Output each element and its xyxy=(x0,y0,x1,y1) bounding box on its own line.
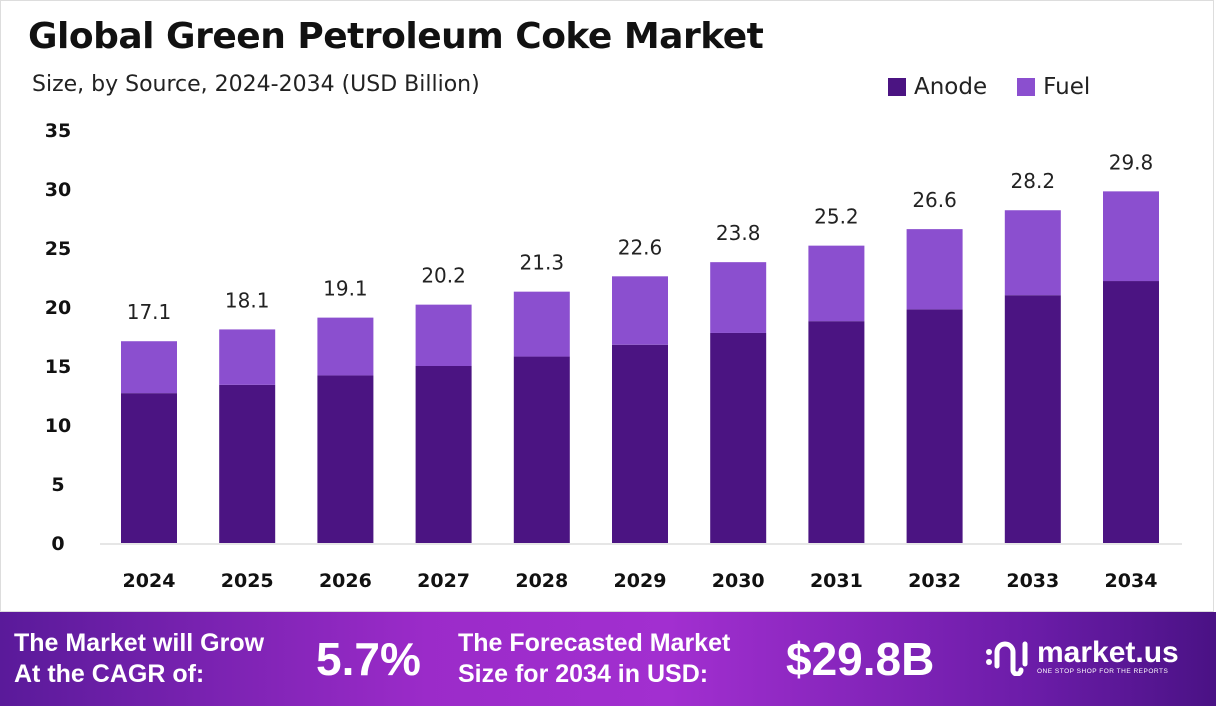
bar-fuel xyxy=(1103,191,1159,282)
bar-anode xyxy=(1103,281,1159,543)
bar-anode xyxy=(415,366,472,543)
forecast-label-line: The Forecasted Market xyxy=(458,629,731,657)
data-label: 28.2 xyxy=(1011,169,1056,193)
legend-swatch-anode xyxy=(888,78,906,96)
bar-fuel xyxy=(710,262,767,333)
data-label: 17.1 xyxy=(127,300,172,324)
bar-fuel xyxy=(121,341,177,394)
bar-anode xyxy=(121,393,177,543)
data-label: 19.1 xyxy=(323,277,368,301)
y-tick-label: 15 xyxy=(45,356,71,378)
bar-anode xyxy=(710,332,767,543)
y-tick-label: 5 xyxy=(51,474,64,496)
y-tick-label: 35 xyxy=(45,120,71,142)
bar-anode xyxy=(1004,295,1061,543)
forecast-label-line: Size for 2034 in USD: xyxy=(458,660,709,688)
x-tick-label: 2025 xyxy=(221,570,274,592)
bar-anode xyxy=(513,356,570,543)
legend-swatch-fuel xyxy=(1017,78,1036,96)
legend-label: Fuel xyxy=(1043,74,1091,100)
cagr-label-line: At the CAGR of: xyxy=(14,660,205,688)
x-tick-label: 2033 xyxy=(1006,570,1059,592)
bar-anode xyxy=(808,321,865,543)
legend-item-anode: Anode xyxy=(888,74,987,100)
chart-subtitle: Size, by Source, 2024-2034 (USD Billion) xyxy=(32,72,480,97)
legend-item-fuel: Fuel xyxy=(1017,74,1090,100)
chart-frame xyxy=(0,0,1214,612)
y-tick-label: 30 xyxy=(45,179,71,201)
forecast-value: $29.8B xyxy=(786,633,935,685)
bar-anode xyxy=(612,344,668,543)
x-tick-label: 2030 xyxy=(712,570,765,592)
y-tick-label: 0 xyxy=(51,533,64,555)
data-label: 22.6 xyxy=(618,235,663,259)
legend: Anode Fuel xyxy=(888,74,1090,100)
bar-fuel xyxy=(1004,210,1061,296)
x-tick-label: 2032 xyxy=(908,570,961,592)
chart-title: Global Green Petroleum Coke Market xyxy=(28,16,764,57)
bar-fuel xyxy=(219,329,276,385)
cagr-label-line: The Market will Grow xyxy=(14,629,265,657)
forecast-label: The Forecasted Market Size for 2034 in US… xyxy=(458,628,730,690)
bar-fuel xyxy=(415,304,472,366)
data-label: 25.2 xyxy=(814,205,859,229)
bar-fuel xyxy=(513,291,570,357)
x-tick-label: 2024 xyxy=(123,570,176,592)
data-label: 20.2 xyxy=(421,264,466,288)
y-tick-label: 10 xyxy=(45,415,71,437)
data-label: 18.1 xyxy=(225,288,270,312)
bar-fuel xyxy=(808,245,865,322)
bar-chart: 0510152025303517.1202418.1202519.1202620… xyxy=(45,120,1182,592)
logo: market.us ONE STOP SHOP FOR THE REPORTS xyxy=(985,636,1179,676)
legend-label: Anode xyxy=(914,74,988,100)
x-tick-label: 2028 xyxy=(515,570,568,592)
x-tick-label: 2031 xyxy=(810,570,863,592)
bar-fuel xyxy=(612,276,668,345)
x-tick-label: 2026 xyxy=(319,570,372,592)
x-tick-label: 2027 xyxy=(417,570,470,592)
x-tick-label: 2029 xyxy=(614,570,667,592)
bar-anode xyxy=(906,309,963,543)
data-label: 23.8 xyxy=(716,221,761,245)
bar-anode xyxy=(219,384,276,543)
logo-tagline: ONE STOP SHOP FOR THE REPORTS xyxy=(1037,667,1169,675)
logo-text: market.us xyxy=(1037,635,1179,669)
y-tick-label: 20 xyxy=(45,297,71,319)
data-label: 26.6 xyxy=(912,188,957,212)
bar-fuel xyxy=(317,317,374,376)
logo-icon xyxy=(986,641,1028,676)
bar-anode xyxy=(317,375,374,543)
cagr-label: The Market will Grow At the CAGR of: xyxy=(14,628,264,690)
footer-banner: The Market will Grow At the CAGR of: 5.7%… xyxy=(0,612,1216,706)
cagr-value: 5.7% xyxy=(316,633,421,685)
data-label: 29.8 xyxy=(1109,150,1154,174)
data-label: 21.3 xyxy=(520,251,565,275)
x-tick-label: 2034 xyxy=(1105,570,1158,592)
y-tick-label: 25 xyxy=(45,238,71,260)
bar-fuel xyxy=(906,229,963,310)
